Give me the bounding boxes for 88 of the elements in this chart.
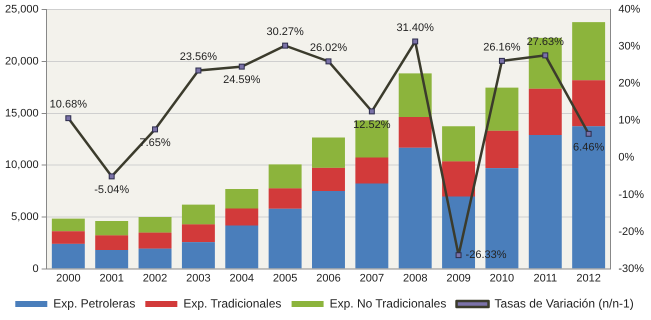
- bar: [398, 148, 432, 268]
- point: [542, 52, 548, 58]
- point: [368, 108, 375, 114]
- bar: [528, 88, 562, 136]
- bar: [182, 204, 215, 224]
- bar: [485, 130, 518, 168]
- y-tick-label: 0: [32, 262, 39, 275]
- bar: [572, 80, 606, 126]
- point: [412, 38, 418, 44]
- point: [586, 130, 592, 137]
- bar: [138, 216, 172, 233]
- bar: [182, 242, 215, 268]
- bar: [225, 225, 258, 268]
- y-tick-label: 10,000: [4, 159, 39, 172]
- x-tick-label: 2012: [576, 272, 601, 284]
- point: [238, 64, 245, 70]
- legend-label: Exp. Tradicionales: [183, 296, 282, 310]
- bar: [355, 158, 388, 184]
- data-label: 30.27%: [266, 26, 304, 38]
- bar: [398, 117, 432, 148]
- y2-tick-label: -10%: [618, 188, 644, 201]
- data-label: 24.59%: [223, 74, 261, 86]
- data-label: 26.16%: [483, 41, 521, 54]
- bar: [182, 224, 215, 242]
- y2-tick-label: 30%: [618, 40, 641, 53]
- bar: [442, 126, 476, 162]
- point: [282, 42, 288, 49]
- legend-label: Exp. Petroleras: [53, 296, 136, 310]
- x-tick-label: 2005: [272, 272, 298, 284]
- data-label: 6.46%: [573, 141, 604, 154]
- y-tick-label: 15,000: [4, 107, 39, 120]
- bar: [268, 208, 302, 268]
- y-tick-label: 25,000: [4, 4, 39, 16]
- point: [195, 68, 202, 74]
- x-tick-label: 2003: [186, 272, 211, 284]
- bar: [225, 208, 258, 226]
- y-tick-label: 5,000: [11, 210, 39, 223]
- x-tick-label: 2004: [230, 272, 254, 284]
- point: [152, 126, 158, 132]
- y-tick-label: 20,000: [4, 55, 39, 68]
- bar: [442, 161, 476, 197]
- bar: [312, 137, 345, 168]
- x-tick-label: 2010: [490, 272, 514, 284]
- x-tick-label: 2006: [316, 272, 341, 284]
- point: [65, 115, 72, 122]
- bar: [528, 135, 562, 268]
- x-tick-label: 2011: [533, 272, 558, 284]
- y2-tick-label: 0%: [618, 152, 634, 164]
- bar: [572, 126, 606, 268]
- data-label: 23.56%: [180, 51, 218, 64]
- bar: [52, 218, 85, 232]
- bar: [572, 22, 606, 80]
- bar: [268, 188, 302, 209]
- bar: [95, 221, 128, 236]
- data-label: 31.40%: [396, 22, 434, 34]
- legend-label: Exp. No Tradicionales: [330, 296, 446, 310]
- point: [456, 252, 462, 258]
- data-label: 26.02%: [310, 42, 348, 54]
- x-tick-label: 2008: [402, 272, 428, 284]
- bar: [52, 244, 85, 268]
- bar: [95, 250, 128, 268]
- bar: [355, 183, 388, 268]
- point: [326, 58, 332, 64]
- y2-tick-label: 20%: [618, 78, 641, 90]
- point: [498, 58, 505, 64]
- bar: [398, 73, 432, 118]
- y2-tick-label: -30%: [618, 262, 644, 275]
- x-tick-label: 2009: [446, 272, 471, 284]
- bar: [312, 191, 345, 268]
- bar: [312, 168, 345, 192]
- bar: [95, 235, 128, 250]
- point: [108, 173, 115, 180]
- x-tick-label: 2000: [56, 272, 81, 284]
- y2-tick-label: 10%: [618, 114, 641, 127]
- bar: [52, 231, 85, 244]
- bar: [268, 164, 302, 188]
- bar: [485, 88, 518, 131]
- bar: [138, 232, 172, 249]
- bar: [225, 188, 258, 208]
- data-label: 10.68%: [50, 98, 88, 111]
- data-label: -5.04%: [94, 184, 130, 196]
- x-tick-label: 2007: [360, 272, 384, 284]
- x-tick-label: 2001: [99, 272, 124, 284]
- y2-tick-label: 40%: [618, 4, 641, 16]
- legend-label: Tasas de Variación (n/n-1): [494, 296, 634, 310]
- x-tick-label: 2002: [142, 272, 168, 284]
- bar: [138, 248, 172, 268]
- y2-tick-label: -20%: [618, 226, 644, 238]
